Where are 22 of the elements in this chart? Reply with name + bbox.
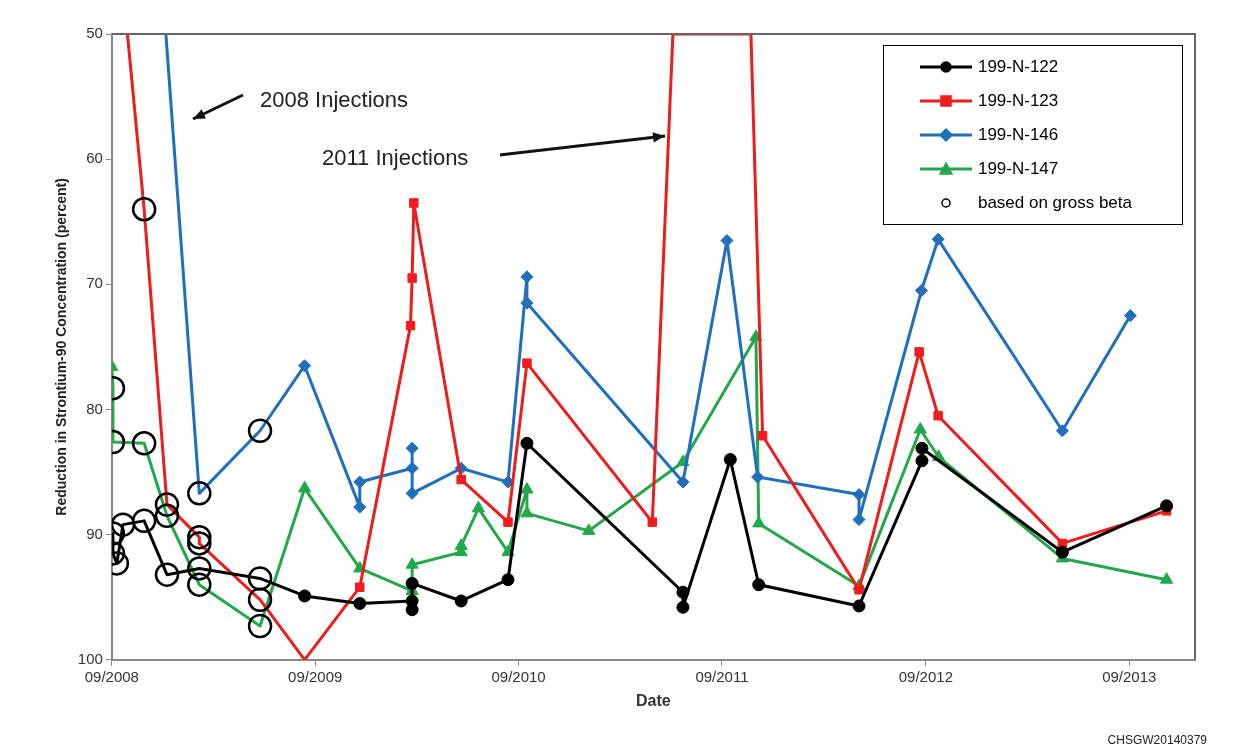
y-tick-label: 50 [86,24,103,42]
legend-label: 199-N-147 [977,159,1059,179]
x-tick-label: 09/2011 [695,667,749,685]
x-tick-label: 09/2010 [491,667,546,685]
x-tick-label: 09/2013 [1102,667,1157,685]
y-tick-label: 70 [86,274,103,292]
x-tick-label: 09/2012 [898,667,953,685]
y-axis-title: Reduction in Strontium-90 Concentration (percent) [53,178,70,516]
x-axis-title: Date [636,691,671,709]
y-tick-label: 100 [77,649,103,667]
legend-label: 199-N-123 [977,91,1059,111]
x-tick-label: 09/2008 [84,667,139,685]
legend-label: 199-N-122 [977,57,1059,77]
y-tick-label: 60 [86,149,103,167]
annotation: 2008 Injections [260,87,408,113]
legend-label: based on gross beta [977,193,1132,213]
y-tick-label: 90 [86,524,103,542]
annotation: 2011 Injections [322,145,469,171]
text: CHSGW20140379 [1107,733,1207,747]
x-tick-label: 09/2009 [288,667,343,685]
legend-label: 199-N-146 [977,125,1059,145]
y-tick-label: 80 [86,399,103,417]
